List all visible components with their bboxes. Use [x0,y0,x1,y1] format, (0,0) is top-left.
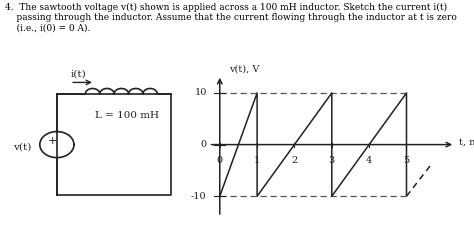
Text: 0: 0 [201,140,207,149]
Text: L = 100 mH: L = 100 mH [95,111,159,120]
Text: 5: 5 [403,156,410,165]
Text: 10: 10 [194,88,207,97]
Text: -10: -10 [191,192,207,201]
Text: v(t): v(t) [13,143,32,152]
Text: v(t), V: v(t), V [229,64,259,73]
Text: +: + [47,136,57,146]
Text: 1: 1 [254,156,260,165]
Text: 4.  The sawtooth voltage v(t) shown is applied across a 100 mH inductor. Sketch : 4. The sawtooth voltage v(t) shown is ap… [5,2,456,32]
Text: 3: 3 [328,156,335,165]
Text: 2: 2 [292,156,298,165]
Text: i(t): i(t) [70,69,86,78]
Text: 0: 0 [217,156,223,165]
Text: 4: 4 [366,156,372,165]
Text: t, ms: t, ms [459,138,474,147]
